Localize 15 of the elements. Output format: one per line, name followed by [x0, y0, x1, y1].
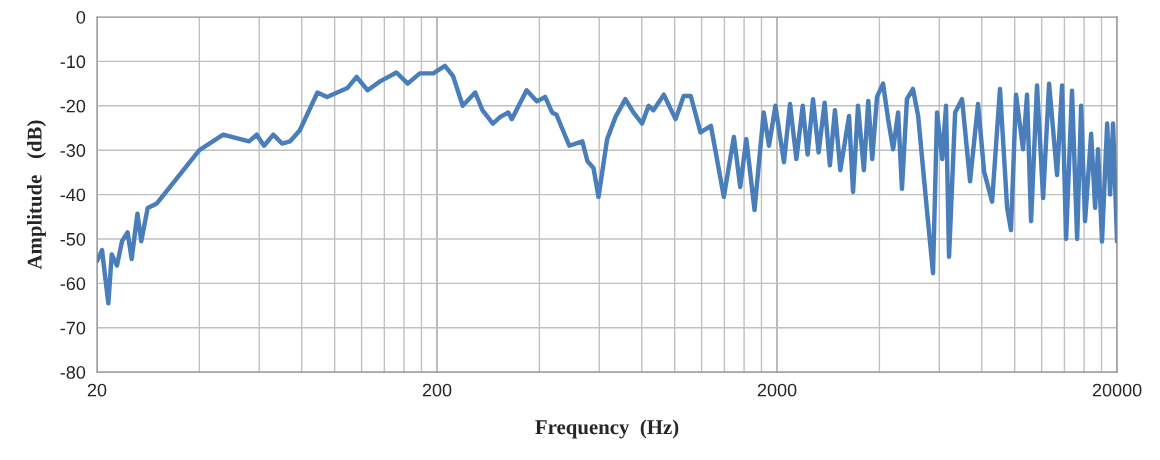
y-tick-label: -60: [60, 277, 86, 291]
x-tick-label: 20000: [1092, 383, 1142, 397]
y-axis-title: Amplitude (dB): [26, 120, 46, 270]
y-tick-label: -80: [60, 366, 86, 379]
y-tick-label: -70: [60, 321, 86, 335]
y-tick-label: -30: [60, 144, 86, 157]
y-tick-label: -20: [60, 99, 86, 113]
x-tick-label: 20: [87, 383, 107, 397]
x-tick-label: 2000: [757, 383, 797, 397]
y-tick-label: -40: [60, 188, 86, 202]
x-tick-label: 200: [422, 383, 452, 397]
y-tick-label: -10: [60, 55, 86, 69]
y-tick-label: -50: [60, 232, 86, 246]
x-axis-title: Frequency (Hz): [535, 419, 679, 439]
y-tick-label: 0: [76, 10, 86, 24]
